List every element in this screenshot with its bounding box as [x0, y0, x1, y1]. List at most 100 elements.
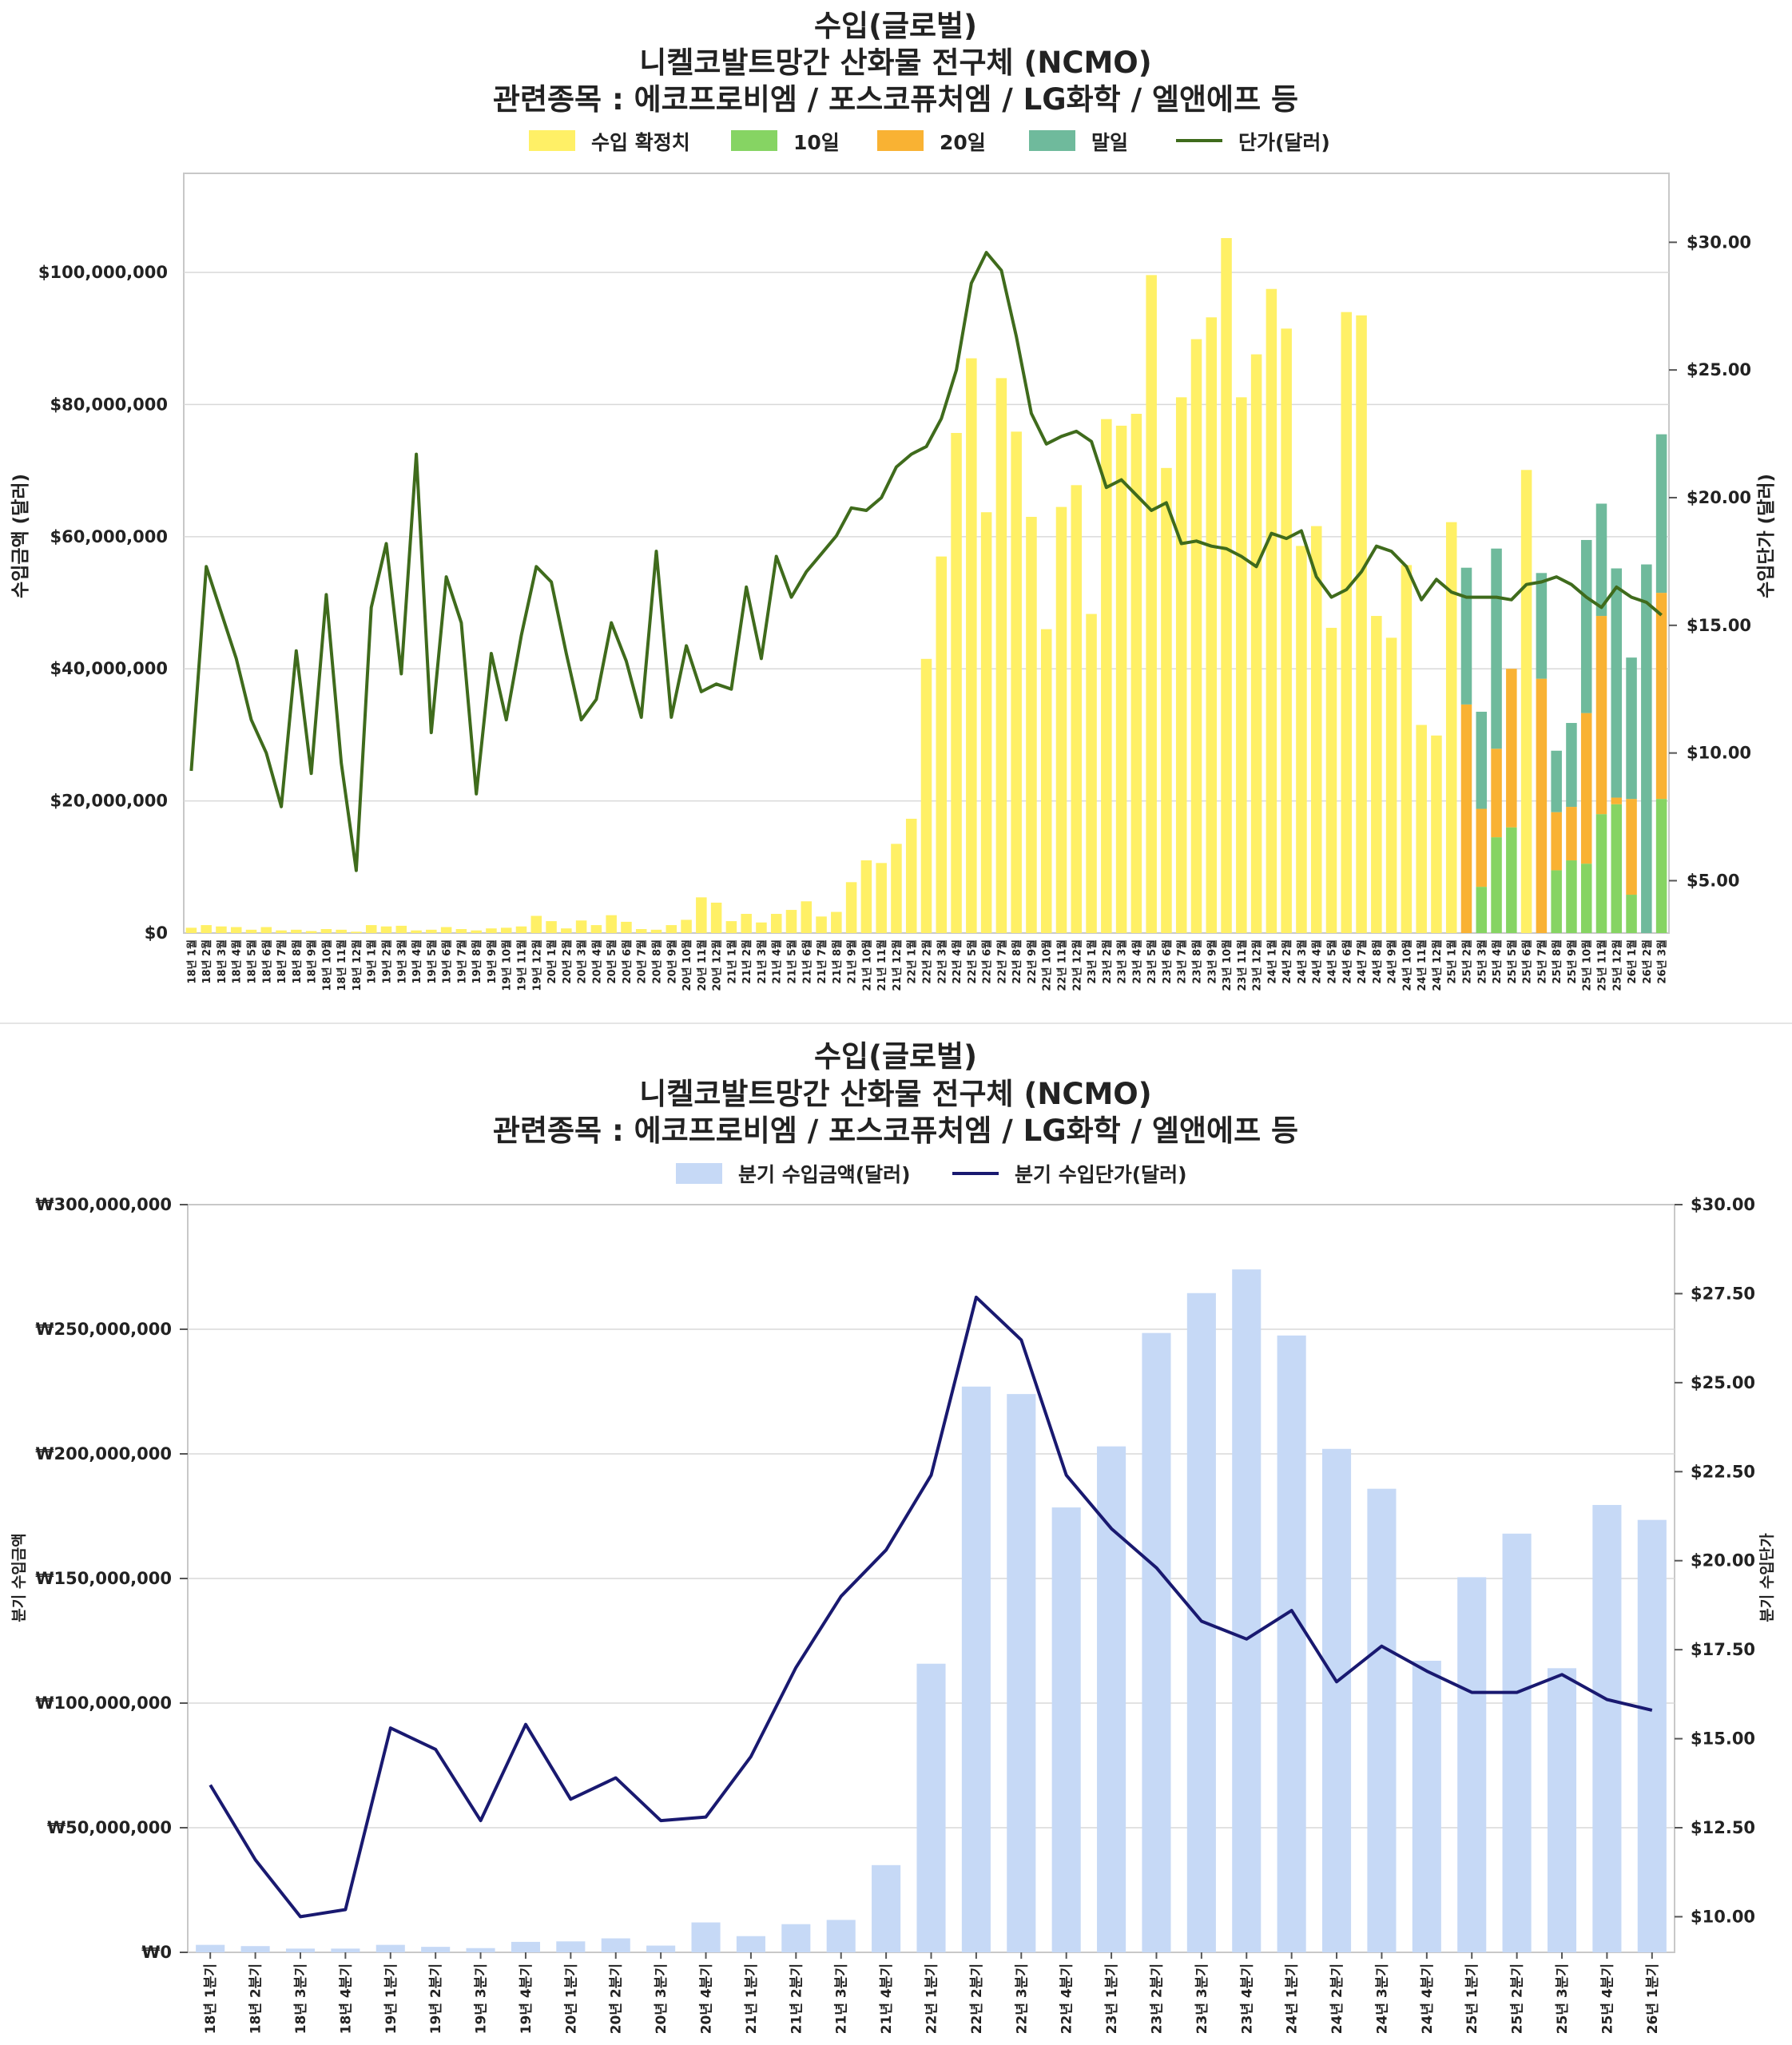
- quarter-amount-bar: [511, 1941, 541, 1952]
- chart2-y2-tick-label: $25.00: [1691, 1373, 1755, 1392]
- chart1-x-tick-label: 21년 1월: [725, 939, 738, 984]
- chart1-x-tick-label: 23년 6월: [1161, 939, 1174, 984]
- chart1-y2-tick-label: $20.00: [1687, 488, 1751, 507]
- chart2-y-tick-label: ₩250,000,000: [35, 1320, 172, 1339]
- bar-confirmed: [1071, 485, 1083, 933]
- chart1-x-tick-label: 22년 1월: [906, 939, 919, 984]
- bar-confirmed: [1175, 397, 1187, 933]
- bar-day20: [1476, 808, 1488, 887]
- bar-confirmed: [710, 902, 722, 933]
- chart2-title-line3: 관련종목 : 에코프로비엠 / 포스코퓨처엠 / LG화학 / 엘앤에프 등: [493, 1114, 1298, 1148]
- chart1-x-tick-label: 24년 9월: [1386, 939, 1399, 984]
- chart1-x-tick-label: 24년 2월: [1281, 939, 1293, 984]
- chart2-y2-tick-label: $27.50: [1691, 1284, 1755, 1303]
- chart1-x-tick-label: 20년 5월: [606, 939, 618, 984]
- bar-confirmed: [1250, 354, 1262, 934]
- bar-confirmed: [891, 844, 902, 933]
- bar-confirmed: [380, 926, 392, 933]
- quarter-amount-bar: [1007, 1394, 1036, 1952]
- chart1-x-tick-label: 22년 4월: [951, 939, 964, 984]
- chart2-x-tick-label: 21년 3분기: [834, 1964, 850, 2034]
- chart2-x-tick-label: 23년 3분기: [1194, 1964, 1210, 2034]
- chart1-x-tick-label: 21년 5월: [786, 939, 799, 984]
- chart1-x-tick-label: 25년 3월: [1476, 939, 1488, 984]
- chart1-x-tick-label: 22년 12월: [1071, 939, 1083, 991]
- bar-confirmed: [546, 921, 557, 933]
- chart1-x-tick-label: 22년 2월: [921, 939, 934, 984]
- quarter-amount-bar: [1232, 1269, 1262, 1952]
- chart1-x-tick-label: 22년 11월: [1056, 939, 1069, 991]
- chart1-title-line2: 니켈코발트망간 산화물 전구체 (NCMO): [639, 46, 1151, 80]
- chart1-x-tick-label: 24년 11월: [1416, 939, 1428, 991]
- chart2-x-ticks: 18년 1분기 18년 2분기 18년 3분기 18년 4분기 19년 1분기 19년 2…: [203, 1952, 1661, 2034]
- chart1-x-tick-label: 26년 3월: [1656, 939, 1669, 984]
- chart2-x-tick-label: 18년 1분기: [203, 1964, 219, 2034]
- chart1-y-tick-label: $20,000,000: [50, 792, 168, 811]
- quarter-amount-bar: [1592, 1504, 1622, 1952]
- chart1-x-tick-label: 23년 10월: [1221, 939, 1234, 991]
- chart1-x-tick-label: 25년 4월: [1491, 939, 1504, 984]
- bar-day10: [1595, 814, 1607, 933]
- bar-confirmed: [1040, 629, 1052, 933]
- bar-monthend: [1476, 711, 1488, 809]
- bar-confirmed: [185, 927, 197, 933]
- legend-swatch-day20: [877, 130, 924, 151]
- chart1-x-tick-label: 23년 12월: [1251, 939, 1264, 991]
- chart1-x-tick-label: 22년 8월: [1011, 939, 1023, 984]
- chart1-x-tick-label: 22년 3월: [936, 939, 948, 984]
- chart2-y2-tick-label: $17.50: [1691, 1640, 1755, 1659]
- chart1: 수입(글로벌) 니켈코발트망간 산화물 전구체 (NCMO) 관련종목 : 에코…: [10, 9, 1777, 991]
- chart2-x-tick-label: 22년 2분기: [969, 1964, 985, 2034]
- chart2-title-line1: 수입(글로벌): [814, 1039, 977, 1074]
- bar-confirmed: [1266, 288, 1277, 933]
- chart1-y2-tick-label: $25.00: [1687, 360, 1751, 379]
- chart2-x-tick-label: 21년 2분기: [789, 1964, 805, 2034]
- chart1-x-tick-label: 19년 2월: [381, 939, 394, 984]
- chart2-x-tick-label: 23년 2분기: [1150, 1964, 1166, 2034]
- chart2-x-tick-label: 19년 4분기: [519, 1964, 534, 2034]
- chart1-x-tick-label: 19년 4월: [411, 939, 423, 984]
- bar-confirmed: [336, 929, 347, 933]
- chart2-ylabel: 분기 수입금액: [10, 1533, 28, 1622]
- bar-confirmed: [1115, 425, 1127, 933]
- chart2-y2-tick-label: $15.00: [1691, 1729, 1755, 1749]
- chart1-x-tick-label: 21년 9월: [846, 939, 859, 984]
- bar-confirmed: [1011, 431, 1022, 933]
- chart2-y2-tick-label: $10.00: [1691, 1907, 1755, 1926]
- bar-day10: [1655, 799, 1667, 933]
- quarter-price-line: [209, 1295, 1653, 1919]
- chart1-x-tick-label: 25년 12월: [1611, 939, 1623, 991]
- chart2-x-tick-label: 19년 1분기: [383, 1964, 399, 2034]
- chart1-x-tick-label: 22년 5월: [966, 939, 979, 984]
- bar-monthend: [1641, 564, 1652, 933]
- quarter-amount-bar: [1502, 1533, 1532, 1952]
- quarter-amount-bar: [872, 1864, 901, 1952]
- bar-confirmed: [831, 911, 842, 933]
- bar-confirmed: [1130, 414, 1142, 933]
- chart2-x-tick-label: 23년 1분기: [1104, 1964, 1120, 2034]
- quarter-amount-bar: [601, 1938, 630, 1952]
- chart2-y2-ticks: $10.00 $12.50 $15.00 $17.50 $20.00 $22.50 $25.…: [1675, 1195, 1755, 1926]
- bar-confirmed: [845, 882, 857, 933]
- chart1-x-tick-label: 22년 10월: [1041, 939, 1054, 991]
- chart1-y2-tick-label: $5.00: [1687, 871, 1739, 890]
- bar-confirmed: [1371, 616, 1382, 933]
- chart1-x-tick-label: 19년 5월: [426, 939, 439, 984]
- chart1-x-tick-label: 25년 1월: [1446, 939, 1459, 984]
- chart1-x-tick-label: 20년 7월: [636, 939, 649, 984]
- bar-confirmed: [1445, 522, 1457, 933]
- chart1-x-tick-label: 23년 4월: [1130, 939, 1143, 984]
- chart2-x-tick-label: 25년 4분기: [1599, 1964, 1615, 2034]
- chart2: 수입(글로벌) 니켈코발트망간 산화물 전구체 (NCMO) 관련종목 : 에코…: [10, 1039, 1776, 2034]
- bar-monthend: [1491, 548, 1502, 749]
- chart2-x-tick-label: 18년 4분기: [338, 1964, 354, 2034]
- chart2-x-tick-label: 21년 4분기: [879, 1964, 895, 2034]
- chart1-x-tick-label: 18년 12월: [351, 939, 364, 991]
- chart2-x-tick-label: 20년 3분기: [654, 1964, 670, 2034]
- quarter-amount-bar: [826, 1920, 856, 1952]
- quarter-amount-bar: [196, 1944, 225, 1952]
- chart1-x-tick-label: 23년 2월: [1101, 939, 1114, 984]
- quarter-amount-bar: [1367, 1488, 1397, 1952]
- chart1-x-tick-label: 25년 9월: [1566, 939, 1579, 984]
- bar-confirmed: [980, 512, 992, 933]
